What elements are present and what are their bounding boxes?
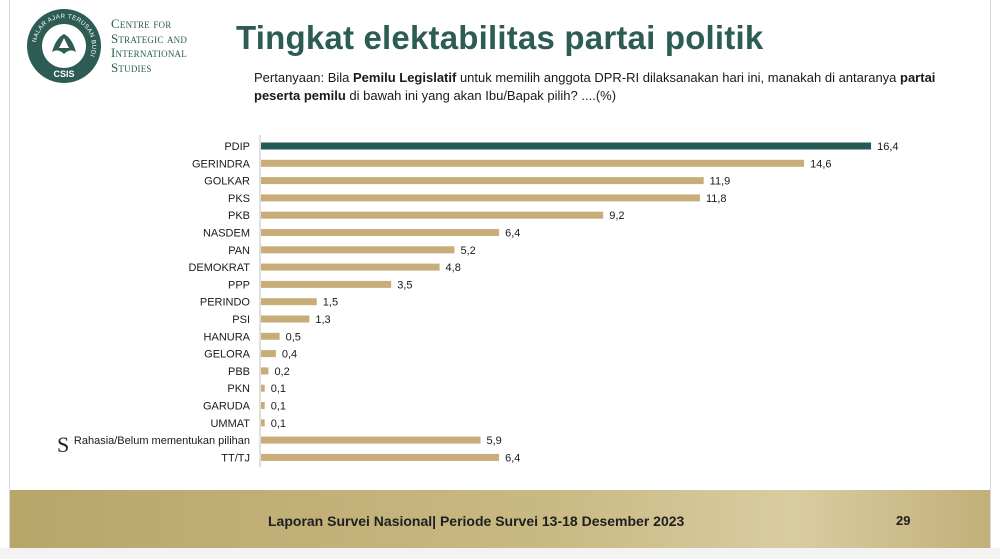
category-label: PERINDO (200, 297, 251, 309)
category-label: GOLKAR (204, 176, 250, 188)
value-label: 1,3 (315, 314, 330, 326)
slide-border-right (990, 0, 991, 559)
value-label: 6,4 (505, 452, 520, 464)
value-label: 11,8 (706, 193, 727, 205)
category-label: PDIP (224, 141, 250, 153)
bar-pks (261, 194, 700, 202)
bar-perindo (261, 298, 317, 306)
value-label: 11,9 (710, 176, 731, 188)
category-label: NASDEM (203, 228, 250, 240)
category-label: PKB (228, 210, 250, 222)
bar-chart: PDIP 16,4 GERINDRA 14,6 GOLKAR 11,9 PKS 11,8 PKB… (74, 135, 899, 468)
value-label: 9,2 (609, 210, 624, 222)
value-label: 5,2 (460, 245, 475, 257)
value-label: 0,1 (271, 401, 286, 413)
value-label: 6,4 (505, 228, 520, 240)
bar-garuda (261, 402, 265, 409)
value-label: 5,9 (486, 435, 501, 447)
value-label: 14,6 (810, 158, 831, 170)
bar-ppp (261, 280, 392, 288)
bar-golkar (261, 177, 704, 185)
question-bold-text: partai peserta pemilu (254, 70, 936, 103)
category-label: PKN (227, 383, 250, 395)
value-label: 4,8 (446, 262, 461, 274)
value-label: 1,5 (323, 297, 338, 309)
bar-nasdem (261, 229, 500, 236)
org-name-line: Centre for (111, 16, 172, 31)
question-bold-text: Pemilu Legislatif (353, 70, 457, 85)
org-name-line: Studies (111, 59, 152, 75)
org-name-line: Strategic and (111, 30, 188, 46)
value-label: 3,5 (397, 279, 412, 291)
bar-pbb (261, 367, 269, 375)
bar-tt-tj (261, 453, 500, 461)
bar-pkn (261, 384, 265, 392)
question-text: Pertanyaan: Bila (254, 70, 354, 85)
category-label: PSI (232, 314, 250, 326)
footer-text: Laporan Survei Nasional| Periode Survei … (268, 513, 685, 529)
bar-pdip (261, 142, 872, 150)
value-label: 0,4 (282, 349, 297, 361)
org-name: Centre for Strategic and International S… (111, 16, 188, 75)
question-text: di bawah ini yang akan Ibu/Bapak pilih? … (345, 88, 617, 103)
bar-demokrat (261, 263, 440, 271)
category-label: PBB (228, 366, 250, 378)
survey-question: Pertanyaan: Bila Pemilu Legislatif untuk… (254, 69, 944, 105)
question-text: untuk memilih anggota DPR-RI dilaksanaka… (456, 70, 901, 85)
category-label: Rahasia/Belum mementukan pilihan (74, 435, 250, 447)
bar-rahasia-belum-mementukan-pilihan (261, 436, 481, 444)
bar-psi (261, 315, 310, 323)
category-label: UMMAT (210, 418, 250, 430)
category-label: PKS (228, 193, 250, 205)
category-label: TT/TJ (221, 452, 250, 464)
category-label: PAN (228, 245, 250, 257)
category-label: HANURA (204, 331, 251, 343)
org-name-line: International (111, 45, 187, 60)
value-label: 16,4 (877, 141, 898, 153)
category-label: PPP (228, 279, 250, 291)
category-label: DEMOKRAT (188, 262, 250, 274)
slide-border-left (9, 0, 10, 559)
category-label: GERINDRA (192, 158, 251, 170)
bottom-strip (0, 548, 1000, 559)
bar-hanura (261, 332, 280, 340)
footer-band (10, 490, 990, 548)
category-label: GELORA (204, 349, 251, 361)
value-label: 0,2 (274, 366, 289, 378)
value-label: 0,5 (286, 331, 301, 343)
logo-abbrev: CSIS (53, 69, 74, 79)
bar-gerindra (261, 159, 805, 167)
page-title: Tingkat elektabilitas partai politik (236, 19, 764, 56)
category-label: GARUDA (203, 401, 251, 413)
csis-logo: NALAR AJAR TERUSAN BUDI CSIS (27, 9, 101, 83)
bar-ummat (261, 419, 265, 427)
page-number: 29 (896, 513, 911, 528)
bar-pan (261, 246, 455, 254)
bar-gelora (261, 350, 276, 358)
stray-character: S (57, 432, 70, 457)
value-label: 0,1 (271, 383, 286, 395)
value-label: 0,1 (271, 418, 286, 430)
bar-pkb (261, 211, 604, 219)
